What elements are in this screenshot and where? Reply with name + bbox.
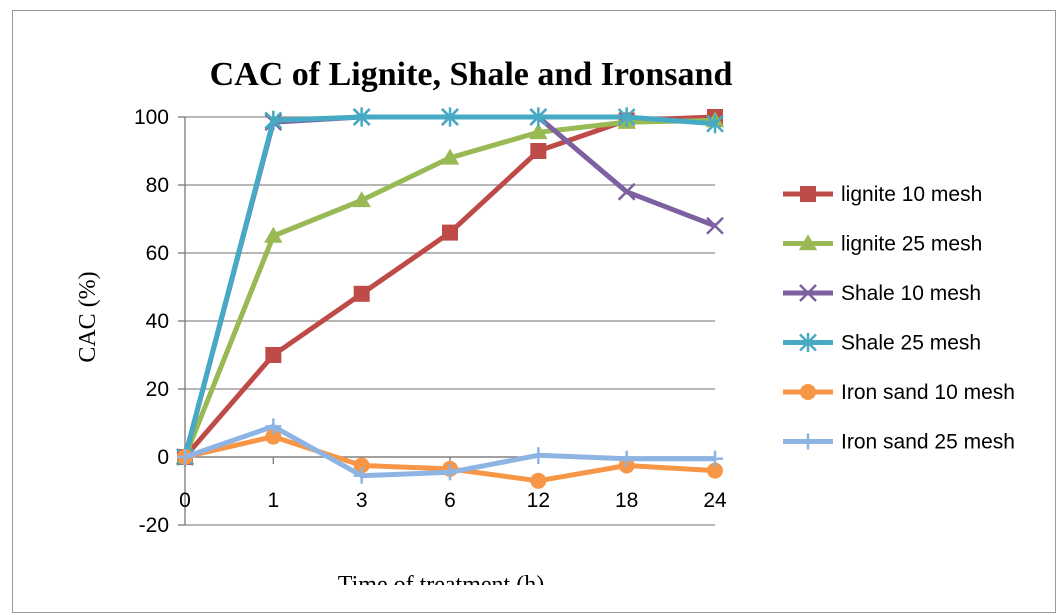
data-point [264, 110, 283, 130]
data-point [530, 143, 547, 159]
data-point [707, 462, 723, 479]
y-axis-title: CAC (%) [75, 271, 101, 362]
data-point [265, 428, 282, 445]
legend: lignite 10 mesh lignite 25 mesh Shale 10 m… [783, 183, 1015, 454]
data-point [264, 226, 283, 243]
x-axis-title: Time of treatment (h) [338, 572, 544, 598]
y-axis: -20 0 20 40 60 80 100 [134, 106, 186, 537]
series-line [182, 117, 716, 458]
data-point [617, 182, 636, 201]
legend-label: lignite 25 mesh [841, 233, 982, 256]
data-point [353, 285, 370, 302]
legend-label: Shale 25 mesh [841, 332, 981, 355]
data-point [441, 107, 459, 127]
data-point [353, 457, 370, 474]
legend-label: Iron sand 10 mesh [841, 381, 1015, 404]
y-tick-label: 80 [146, 174, 169, 197]
series-line [183, 114, 716, 459]
chart-frame: CAC of Lignite, Shale and Ironsand -20 0 2… [12, 10, 1056, 613]
data-point [529, 107, 548, 127]
data-point [440, 148, 460, 165]
x-axis: 0 1 3 6 12 18 24 [179, 456, 727, 512]
data-point [265, 347, 282, 363]
data-point [352, 191, 371, 208]
legend-label: Iron sand 25 mesh [841, 431, 1015, 454]
legend-item: lignite 10 mesh [783, 183, 982, 206]
legend-label: Shale 10 mesh [841, 282, 981, 305]
data-point [800, 433, 816, 450]
series-shale-25-mesh [176, 107, 724, 467]
legend-label: lignite 10 mesh [841, 183, 982, 206]
legend-item: Iron sand 10 mesh [783, 381, 1015, 404]
series-iron-sand-25-mesh [177, 418, 723, 484]
y-tick-label: -20 [139, 514, 169, 537]
legend-item: lignite 25 mesh [783, 233, 982, 256]
series-lines [175, 107, 725, 489]
data-point [442, 224, 458, 241]
x-tick-label: 0 [179, 489, 191, 512]
data-point [800, 186, 816, 202]
x-tick-label: 12 [527, 489, 550, 512]
data-point [800, 384, 816, 400]
data-point [442, 464, 458, 481]
data-point [618, 450, 635, 467]
legend-item: Shale 25 mesh [783, 332, 981, 355]
data-point [798, 234, 818, 251]
data-point [799, 332, 817, 353]
data-point [529, 123, 548, 140]
data-point [706, 114, 724, 134]
legend-item: Shale 10 mesh [783, 282, 981, 305]
y-tick-label: 0 [157, 446, 169, 469]
y-tick-label: 20 [146, 378, 169, 401]
y-tick-label: 40 [146, 310, 169, 333]
x-tick-label: 24 [703, 489, 727, 512]
x-tick-label: 18 [615, 489, 638, 512]
data-point [530, 447, 547, 464]
x-tick-label: 3 [356, 489, 368, 512]
data-point [706, 216, 724, 235]
y-tick-label: 100 [134, 106, 169, 129]
data-point [707, 450, 723, 467]
data-point [530, 472, 547, 489]
chart-title: CAC of Lignite, Shale and Ironsand [210, 56, 733, 93]
series-line [182, 114, 716, 458]
chart-svg: CAC of Lignite, Shale and Ironsand -20 0 2… [75, 56, 1015, 598]
data-point [617, 107, 636, 127]
data-point [265, 418, 282, 435]
x-tick-label: 1 [267, 489, 279, 512]
data-point [177, 449, 193, 465]
data-point [799, 284, 817, 302]
data-point [352, 107, 371, 127]
data-point [353, 467, 370, 484]
series-line [182, 114, 716, 458]
y-tick-label: 60 [146, 242, 169, 265]
series-lignite-25-mesh [175, 111, 725, 464]
x-tick-label: 6 [444, 489, 456, 512]
legend-item: Iron sand 25 mesh [783, 431, 1015, 454]
